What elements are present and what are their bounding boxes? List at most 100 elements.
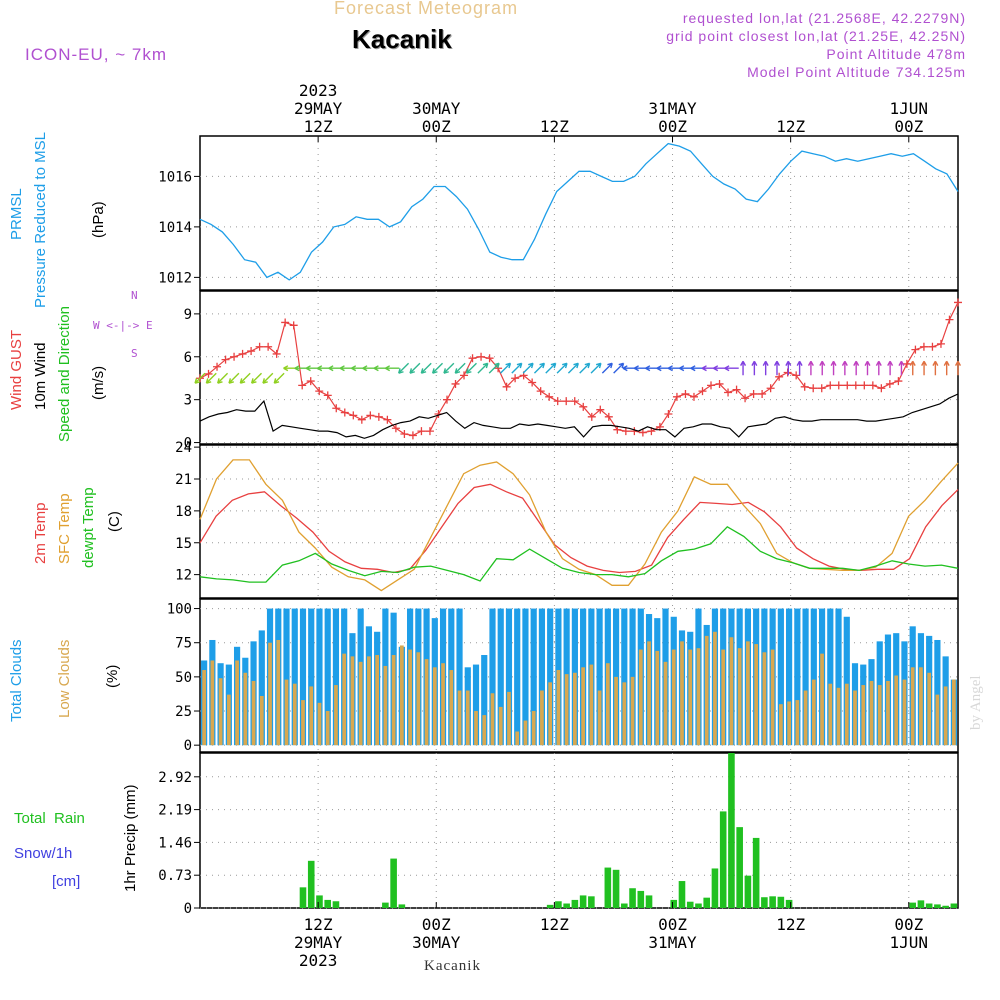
y-tick-label: 6 xyxy=(184,350,192,366)
low-clouds-bar xyxy=(317,702,322,746)
wind-direction-arrow xyxy=(488,362,500,374)
wind-gust-marker xyxy=(383,415,392,424)
total-clouds-bar xyxy=(934,639,941,746)
low-clouds-bar xyxy=(622,682,627,746)
y-tick-label: 100 xyxy=(167,602,192,618)
precip-bar xyxy=(711,868,719,908)
wind-unit: (m/s) xyxy=(90,365,107,400)
low-clouds-bar xyxy=(861,685,866,746)
precip-bar xyxy=(769,896,776,908)
wind-direction-arrow xyxy=(887,360,894,376)
low-clouds-bar xyxy=(342,653,347,746)
low-clouds-bar xyxy=(358,661,363,746)
temp-unit: (C) xyxy=(106,511,123,532)
low-clouds-bar xyxy=(630,676,635,746)
wind-gust-marker xyxy=(834,381,843,390)
low-clouds-bar xyxy=(383,665,388,746)
wind-gust-marker xyxy=(758,389,767,398)
low-clouds-bar xyxy=(548,682,553,746)
wind-direction-arrow xyxy=(785,360,792,376)
wind-gust-marker xyxy=(451,379,460,388)
total-clouds-bar xyxy=(786,608,793,746)
top-time-label: 12Z xyxy=(776,117,805,136)
pressure-label-prmsl: PRMSL xyxy=(8,188,25,240)
wind-direction-arrow xyxy=(773,360,780,376)
pressure-panel: 1012 1014 1016 xyxy=(158,136,959,290)
top-time-label: 2023 xyxy=(299,81,338,100)
wind-gust-marker xyxy=(238,349,247,358)
wind-gust-marker xyxy=(485,354,494,363)
pressure-unit: (hPa) xyxy=(90,201,107,238)
wind-gust-marker xyxy=(255,342,264,351)
precip-bar xyxy=(942,905,949,908)
wind-gust-marker xyxy=(579,402,588,411)
total-clouds-label: Total Clouds xyxy=(8,639,25,722)
wind-direction-arrow xyxy=(909,360,916,376)
low-clouds-bar xyxy=(762,652,767,746)
wind-direction-arrow xyxy=(853,360,860,376)
wind-gust-marker xyxy=(400,429,409,438)
low-clouds-bar xyxy=(507,691,511,746)
low-clouds-bar xyxy=(515,731,520,746)
low-clouds-bar xyxy=(276,639,281,746)
wind-gust-marker xyxy=(230,352,239,361)
bottom-time-label: 00Z xyxy=(422,915,451,934)
wind-gust-marker xyxy=(545,392,554,401)
wind-gust-marker xyxy=(885,379,894,388)
wind-direction-arrow xyxy=(384,365,400,372)
point-altitude: Point Altitude 478m xyxy=(826,46,966,62)
wind-direction-arrow xyxy=(579,362,591,374)
wind-gust-marker xyxy=(366,411,375,420)
low-clouds-bar xyxy=(474,711,478,746)
precip-bar xyxy=(555,901,562,908)
low-clouds-bar xyxy=(449,670,454,746)
panel-border xyxy=(199,444,959,599)
low-clouds-bar xyxy=(400,645,404,746)
wind-gust-marker xyxy=(417,427,426,436)
wind-gust-marker xyxy=(621,427,630,436)
top-time-label: 00Z xyxy=(422,117,451,136)
wind-direction-arrow xyxy=(420,362,432,374)
low-clouds-bar xyxy=(877,685,882,746)
wind-direction-arrow xyxy=(398,362,410,374)
wind-panel: 0 3 6 9 xyxy=(184,291,962,452)
total-clouds-bar xyxy=(324,608,331,746)
low-clouds-bar xyxy=(927,672,932,746)
precip-bar xyxy=(579,895,587,908)
clouds-panel: 0 25 50 75 100 xyxy=(167,599,958,754)
wind-gust-marker xyxy=(221,355,230,364)
wind-gust-marker xyxy=(468,354,477,363)
precip-bar xyxy=(398,904,406,908)
wind-gust-marker xyxy=(894,377,903,386)
precip-unit: 1hr Precip (mm) xyxy=(122,784,139,892)
wind-gust-marker xyxy=(204,369,213,378)
wind-direction-arrow xyxy=(807,360,814,376)
low-clouds-bar xyxy=(638,649,643,746)
wind-gust-marker xyxy=(826,381,835,390)
pressure-label-msl: Pressure Reduced to MSL xyxy=(32,132,49,308)
compass-north: N xyxy=(131,289,138,302)
low-clouds-bar xyxy=(202,670,206,746)
wind-direction-arrow xyxy=(590,362,602,374)
low-clouds-bar xyxy=(803,690,808,746)
wind-gust-marker xyxy=(570,397,579,406)
wind-direction-arrow xyxy=(943,360,950,376)
footer-location: Kacanik xyxy=(424,958,481,974)
low-clouds-bar xyxy=(284,679,289,746)
wind-direction-arrow xyxy=(465,362,477,374)
low-clouds-bar xyxy=(424,659,429,746)
wind-direction-arrow xyxy=(613,362,625,374)
precip-bar xyxy=(299,887,307,908)
bottom-time-label: 12Z xyxy=(304,915,333,934)
precip-bar xyxy=(645,895,653,908)
precip-bar xyxy=(621,903,628,908)
low-clouds-bar xyxy=(704,635,709,746)
wind-gust-marker xyxy=(528,378,537,387)
y-tick-label: 1014 xyxy=(158,220,192,236)
precip-bar xyxy=(950,903,958,908)
wind-direction-arrow xyxy=(409,362,421,374)
wind-gust-marker xyxy=(374,412,383,421)
low-clouds-bar xyxy=(457,690,462,746)
low-clouds-bar xyxy=(869,680,874,746)
y-tick-label: 2.92 xyxy=(158,770,192,786)
